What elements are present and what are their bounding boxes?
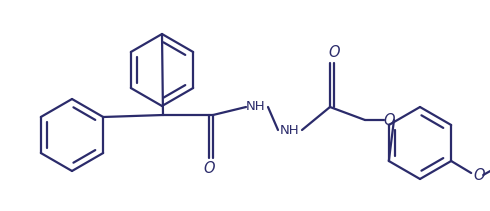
Text: O: O bbox=[473, 168, 485, 183]
Text: O: O bbox=[328, 45, 340, 60]
Text: O: O bbox=[383, 112, 395, 127]
Text: O: O bbox=[203, 161, 215, 176]
Text: NH: NH bbox=[246, 100, 266, 112]
Text: NH: NH bbox=[280, 124, 300, 138]
